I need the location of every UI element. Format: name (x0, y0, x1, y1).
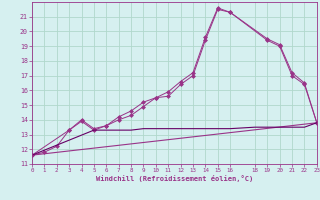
X-axis label: Windchill (Refroidissement éolien,°C): Windchill (Refroidissement éolien,°C) (96, 175, 253, 182)
